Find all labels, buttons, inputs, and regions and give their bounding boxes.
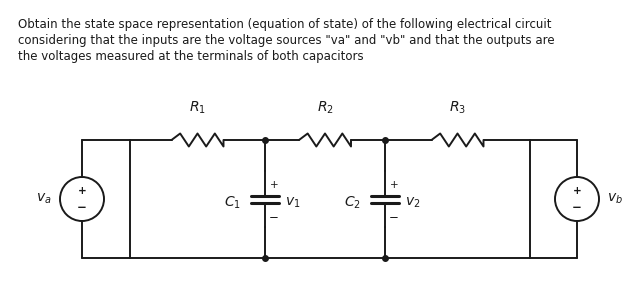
Text: +: + <box>573 186 582 196</box>
Text: $R_3$: $R_3$ <box>449 100 466 116</box>
Text: −: − <box>77 201 87 214</box>
Text: +: + <box>270 180 278 190</box>
Text: −: − <box>269 210 279 224</box>
Text: Obtain the state space representation (equation of state) of the following elect: Obtain the state space representation (e… <box>18 18 552 31</box>
Text: +: + <box>390 180 398 190</box>
Text: $v_b$: $v_b$ <box>607 192 623 206</box>
Text: $v_2$: $v_2$ <box>405 196 420 210</box>
Text: $v_a$: $v_a$ <box>36 192 52 206</box>
Text: considering that the inputs are the voltage sources "va" and "vb" and that the o: considering that the inputs are the volt… <box>18 34 554 47</box>
Text: +: + <box>77 186 86 196</box>
Text: −: − <box>389 210 399 224</box>
Text: $R_2$: $R_2$ <box>317 100 333 116</box>
Text: the voltages measured at the terminals of both capacitors: the voltages measured at the terminals o… <box>18 50 364 63</box>
Text: $C_2$: $C_2$ <box>344 195 361 211</box>
Text: $C_1$: $C_1$ <box>224 195 241 211</box>
Text: $R_1$: $R_1$ <box>189 100 206 116</box>
Text: −: − <box>572 201 582 214</box>
Text: $v_1$: $v_1$ <box>285 196 300 210</box>
